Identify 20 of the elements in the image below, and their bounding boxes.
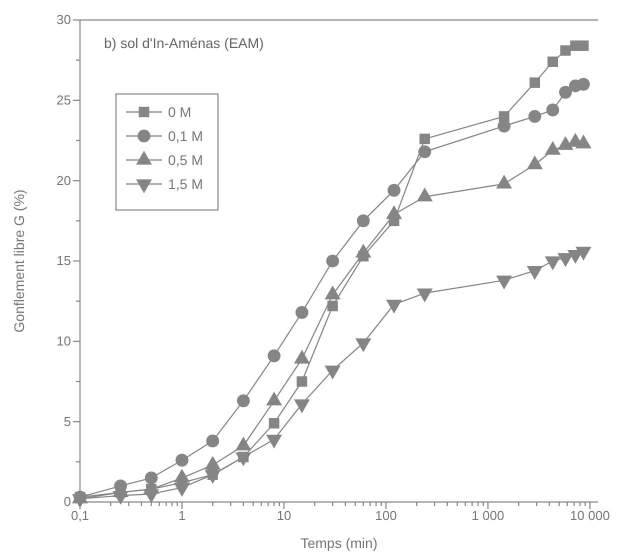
y-tick-label: 25	[56, 92, 71, 108]
x-tick-label: 100	[375, 508, 397, 524]
x-tick-label: 1	[178, 508, 186, 524]
annotation: b) sol d'In-Aménas (EAM)	[104, 35, 264, 51]
x-tick-label: 0,1	[70, 508, 90, 524]
y-tick-label: 20	[56, 172, 71, 188]
y-axis-title: Gonflement libre G (%)	[11, 189, 27, 333]
legend-label: 0 M	[168, 104, 192, 120]
legend-label: 0,1 M	[168, 128, 204, 144]
legend-label: 1,5 M	[168, 176, 204, 192]
x-tick-label: 1 000	[472, 508, 504, 524]
y-tick-label: 15	[56, 253, 71, 268]
y-tick-label: 0	[64, 494, 71, 510]
y-tick-label: 10	[56, 333, 71, 348]
y-tick-label: 5	[64, 414, 71, 429]
x-axis-title: Temps (min)	[300, 535, 378, 551]
legend-label: 0,5 M	[168, 152, 204, 168]
x-tick-label: 10	[276, 508, 292, 524]
y-tick-label: 30	[56, 12, 71, 28]
x-tick-label: 10 000	[570, 508, 610, 524]
